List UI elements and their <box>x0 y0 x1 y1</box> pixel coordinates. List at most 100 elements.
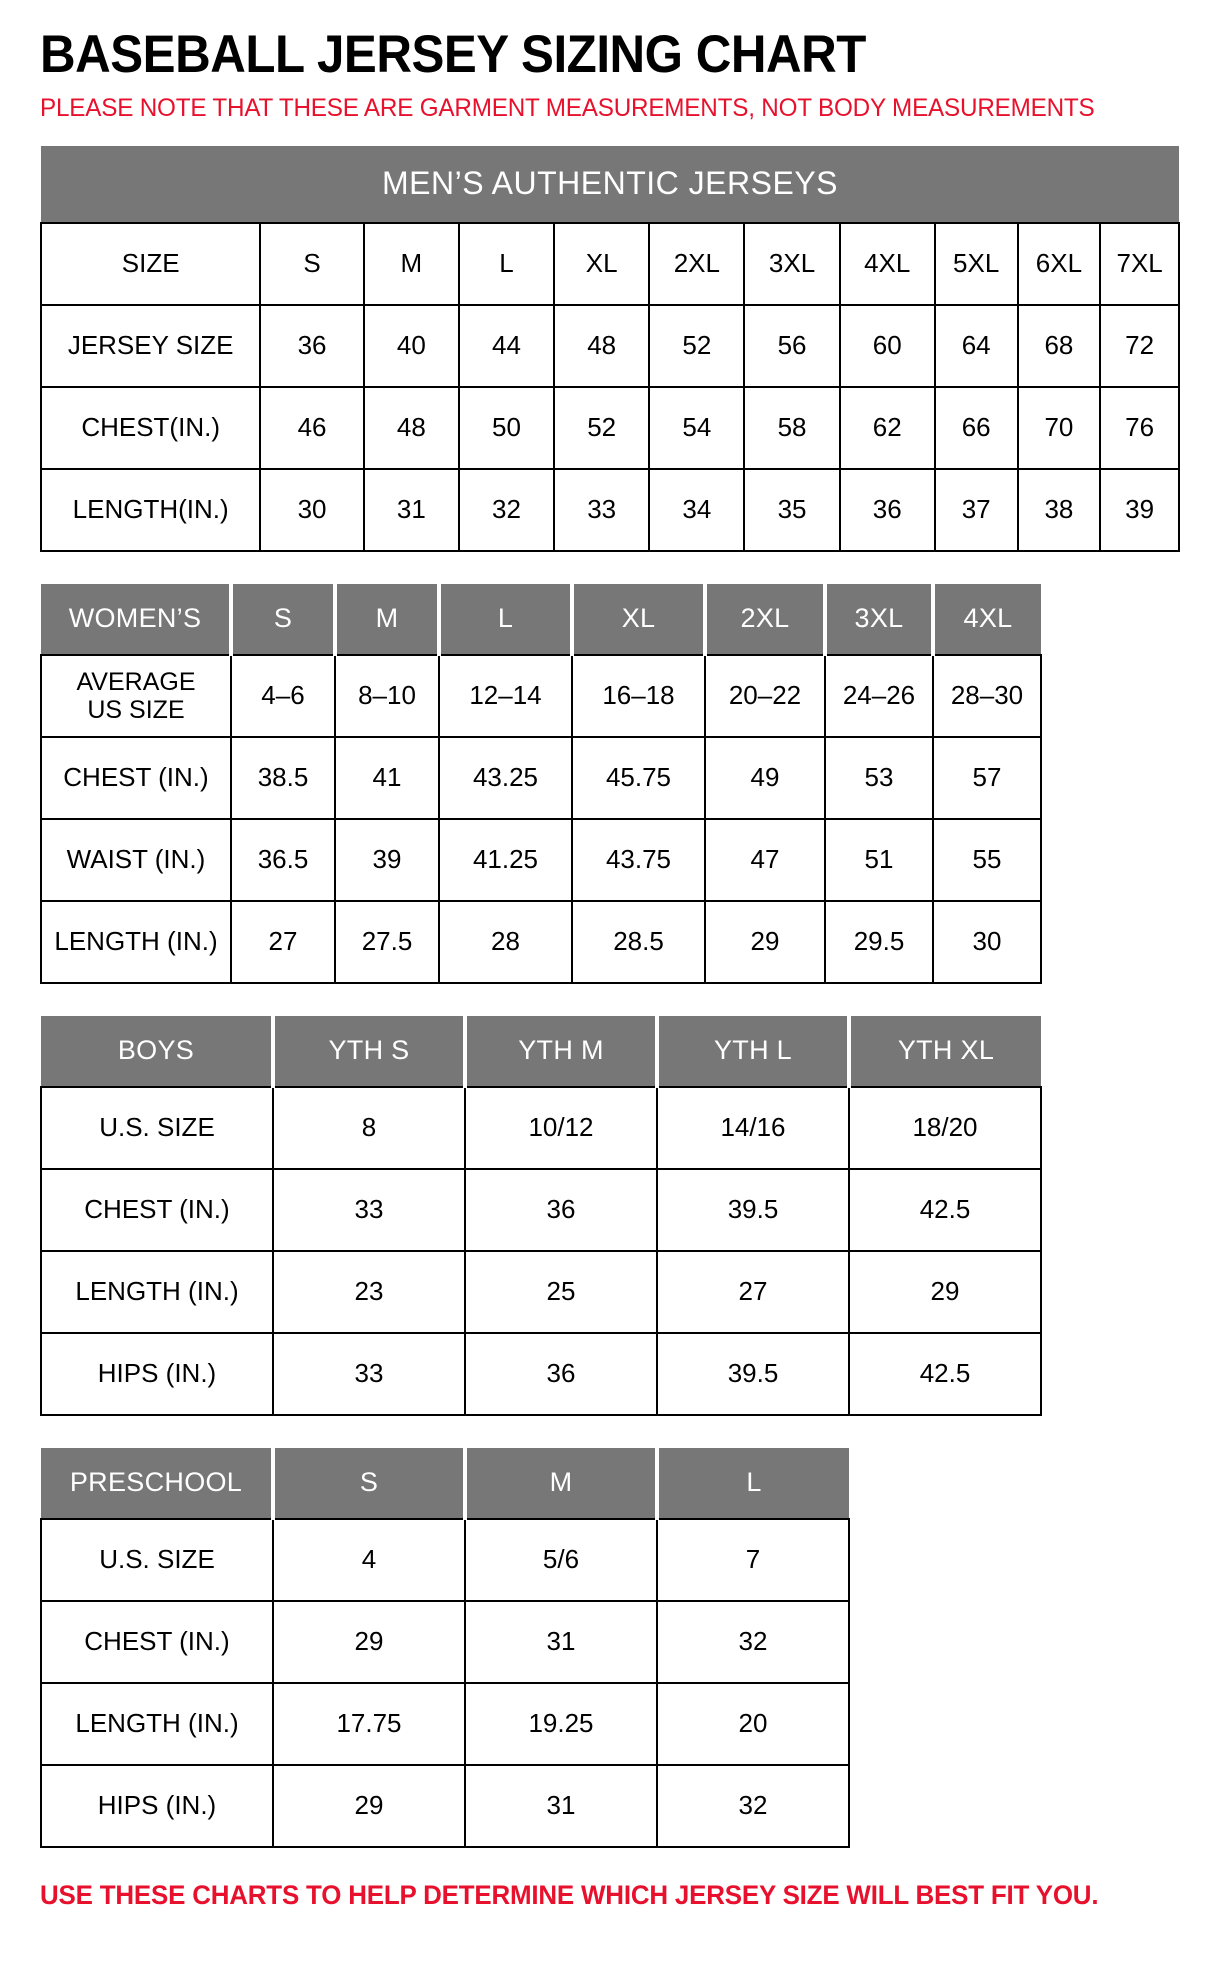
boys-header-label: BOYS <box>41 1015 275 1087</box>
table-cell: 62 <box>838 385 936 470</box>
table-cell: 48 <box>553 303 651 388</box>
table-cell: 25 <box>464 1249 658 1334</box>
table-cell: 51 <box>824 817 934 902</box>
table-cell: 32 <box>457 467 556 552</box>
page-title: BASEBALL JERSEY SIZING CHART <box>40 25 866 84</box>
mens-col-3xl: 3XL <box>743 221 841 306</box>
table-cell: 38 <box>1016 467 1102 552</box>
table-cell: 30 <box>259 467 365 552</box>
womens-col-2xl: 2XL <box>705 583 827 655</box>
table-cell: 19.25 <box>464 1681 658 1766</box>
table-cell: 44 <box>457 303 556 388</box>
table-cell: 4 <box>272 1517 466 1602</box>
womens-col-xl: XL <box>572 583 707 655</box>
preschool-row-label-us-size: U.S. SIZE <box>40 1517 274 1602</box>
table-cell: 41.25 <box>438 817 573 902</box>
table-cell: 55 <box>932 817 1042 902</box>
table-cell: 72 <box>1099 303 1180 388</box>
table-cell: 30 <box>932 899 1042 984</box>
table-cell: 39.5 <box>656 1167 850 1252</box>
table-cell: 10/12 <box>464 1085 658 1170</box>
table-cell: 31 <box>362 467 460 552</box>
mens-column-header-row: SIZE S M L XL 2XL 3XL 4XL 5XL 6XL 7XL <box>39 221 1180 306</box>
womens-col-3xl: 3XL <box>825 583 935 655</box>
table-row: LENGTH (IN.) 23 25 27 29 <box>40 1249 1042 1334</box>
womens-column-header-row: WOMEN’S S M L XL 2XL 3XL 4XL <box>41 583 1041 655</box>
table-row: CHEST (IN.) 38.5 41 43.25 45.75 49 53 57 <box>40 735 1042 820</box>
womens-col-l: L <box>439 583 574 655</box>
table-cell: 12–14 <box>438 653 573 738</box>
preschool-col-l: L <box>657 1447 849 1519</box>
table-cell: 24–26 <box>824 653 934 738</box>
preschool-row-label-chest: CHEST (IN.) <box>40 1599 274 1684</box>
table-cell: 20–22 <box>704 653 826 738</box>
table-cell: 33 <box>272 1167 466 1252</box>
table-cell: 37 <box>933 467 1019 552</box>
table-cell: 46 <box>259 385 365 470</box>
boys-sizing-table: BOYS YTH S YTH M YTH L YTH XL U.S. SIZE … <box>40 1015 1042 1416</box>
mens-col-s: S <box>259 221 365 306</box>
table-cell: 27.5 <box>334 899 440 984</box>
preschool-row-label-length: LENGTH (IN.) <box>40 1681 274 1766</box>
table-cell: 31 <box>464 1599 658 1684</box>
table-cell: 41 <box>334 735 440 820</box>
table-cell: 76 <box>1099 385 1180 470</box>
table-cell: 36 <box>838 467 936 552</box>
table-cell: 32 <box>656 1599 850 1684</box>
table-cell: 39 <box>334 817 440 902</box>
table-cell: 57 <box>932 735 1042 820</box>
mens-banner-row: MEN’S AUTHENTIC JERSEYS <box>41 145 1179 223</box>
table-row: WAIST (IN.) 36.5 39 41.25 43.75 47 51 55 <box>40 817 1042 902</box>
table-cell: 4–6 <box>230 653 336 738</box>
table-cell: 43.25 <box>438 735 573 820</box>
table-cell: 43.75 <box>571 817 706 902</box>
preschool-col-s: S <box>273 1447 467 1519</box>
table-cell: 20 <box>656 1681 850 1766</box>
table-cell: 40 <box>362 303 460 388</box>
table-row: HIPS (IN.) 29 31 32 <box>40 1763 850 1848</box>
preschool-col-m: M <box>465 1447 659 1519</box>
table-cell: 68 <box>1016 303 1102 388</box>
womens-col-s: S <box>231 583 337 655</box>
table-cell: 36 <box>464 1167 658 1252</box>
table-cell: 8–10 <box>334 653 440 738</box>
table-cell: 16–18 <box>571 653 706 738</box>
table-cell: 33 <box>272 1331 466 1416</box>
table-cell: 36 <box>259 303 365 388</box>
table-cell: 53 <box>824 735 934 820</box>
mens-sizing-table: MEN’S AUTHENTIC JERSEYS SIZE S M L XL 2X… <box>39 145 1180 552</box>
table-cell: 27 <box>230 899 336 984</box>
boys-col-yth-m: YTH M <box>465 1015 659 1087</box>
table-cell: 17.75 <box>272 1681 466 1766</box>
table-cell: 49 <box>704 735 826 820</box>
table-cell: 56 <box>743 303 841 388</box>
garment-measurement-note: PLEASE NOTE THAT THESE ARE GARMENT MEASU… <box>40 94 1095 122</box>
table-cell: 5/6 <box>464 1517 658 1602</box>
table-cell: 36 <box>464 1331 658 1416</box>
boys-col-yth-xl: YTH XL <box>849 1015 1041 1087</box>
table-cell: 42.5 <box>848 1331 1042 1416</box>
mens-col-xl: XL <box>553 221 651 306</box>
mens-col-7xl: 7XL <box>1099 221 1180 306</box>
womens-sizing-table: WOMEN’S S M L XL 2XL 3XL 4XL AVERAGE US … <box>40 583 1042 984</box>
mens-col-5xl: 5XL <box>933 221 1019 306</box>
table-cell: 35 <box>743 467 841 552</box>
table-cell: 39.5 <box>656 1331 850 1416</box>
table-row: CHEST (IN.) 33 36 39.5 42.5 <box>40 1167 1042 1252</box>
womens-row-label-line1: AVERAGE <box>76 667 196 696</box>
boys-row-label-hips: HIPS (IN.) <box>40 1331 274 1416</box>
table-cell: 52 <box>648 303 746 388</box>
table-row: LENGTH (IN.) 27 27.5 28 28.5 29 29.5 30 <box>40 899 1042 984</box>
table-cell: 29 <box>704 899 826 984</box>
table-cell: 60 <box>838 303 936 388</box>
womens-col-m: M <box>335 583 441 655</box>
womens-col-4xl: 4XL <box>933 583 1041 655</box>
table-row: LENGTH(IN.) 30 31 32 33 34 35 36 37 38 3… <box>39 467 1180 552</box>
table-cell: 29 <box>272 1763 466 1848</box>
table-cell: 23 <box>272 1249 466 1334</box>
table-cell: 64 <box>933 303 1019 388</box>
table-row: HIPS (IN.) 33 36 39.5 42.5 <box>40 1331 1042 1416</box>
preschool-column-header-row: PRESCHOOL S M L <box>41 1447 849 1519</box>
womens-row-label-line2: US SIZE <box>87 695 185 724</box>
table-cell: 39 <box>1099 467 1180 552</box>
